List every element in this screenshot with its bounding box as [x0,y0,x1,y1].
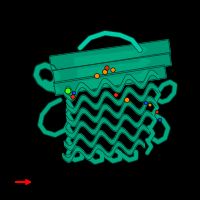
Circle shape [124,98,130,102]
Circle shape [65,88,71,94]
Circle shape [111,68,115,72]
Circle shape [71,95,75,99]
Circle shape [72,91,76,95]
Circle shape [155,110,159,114]
Polygon shape [80,70,152,90]
Circle shape [144,101,148,105]
Polygon shape [78,58,150,78]
Polygon shape [50,40,170,70]
Circle shape [105,66,109,70]
Circle shape [102,70,108,74]
Polygon shape [63,139,145,162]
Circle shape [95,73,100,78]
Polygon shape [67,96,156,126]
Polygon shape [53,52,171,84]
Circle shape [148,103,152,107]
Polygon shape [64,70,159,101]
Polygon shape [66,111,153,138]
Circle shape [114,93,118,97]
Polygon shape [64,125,149,150]
Circle shape [158,118,162,122]
Polygon shape [67,83,158,114]
Polygon shape [75,46,147,66]
Polygon shape [54,65,166,95]
